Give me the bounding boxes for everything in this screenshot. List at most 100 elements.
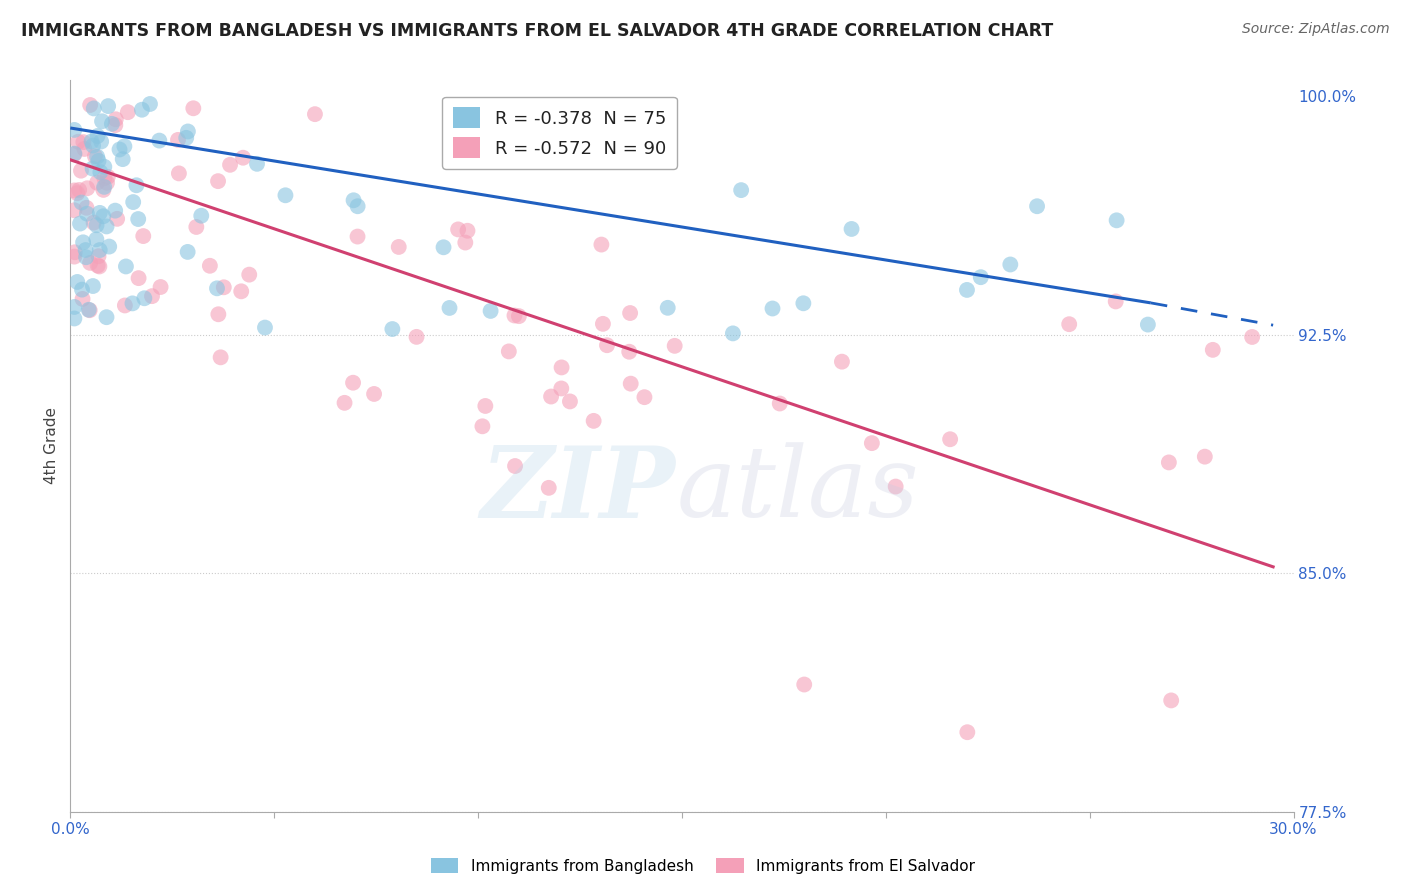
Point	[970, 270, 993, 285]
Point	[503, 309, 526, 323]
Text: Source: ZipAtlas.com: Source: ZipAtlas.com	[1241, 22, 1389, 37]
Point	[86, 232, 108, 246]
Point	[346, 199, 368, 213]
Point	[884, 479, 907, 493]
Point	[117, 105, 139, 120]
Point	[69, 217, 91, 231]
Point	[82, 138, 104, 153]
Point	[87, 249, 110, 263]
Point	[761, 301, 783, 316]
Point	[108, 143, 131, 157]
Point	[1160, 693, 1182, 707]
Point	[66, 186, 89, 201]
Point	[70, 163, 93, 178]
Point	[98, 239, 121, 253]
Legend: Immigrants from Bangladesh, Immigrants from El Salvador: Immigrants from Bangladesh, Immigrants f…	[425, 852, 981, 880]
Point	[167, 166, 190, 180]
Point	[381, 322, 404, 336]
Point	[131, 103, 153, 117]
Point	[342, 194, 364, 208]
Point	[274, 188, 297, 202]
Point	[83, 102, 105, 116]
Point	[73, 142, 96, 156]
Point	[93, 171, 115, 186]
Point	[1057, 317, 1080, 331]
Point	[1136, 318, 1159, 332]
Point	[82, 279, 104, 293]
Point	[127, 212, 149, 227]
Point	[231, 285, 253, 299]
Point	[346, 229, 368, 244]
Point	[956, 283, 979, 297]
Point	[342, 376, 364, 390]
Point	[186, 219, 208, 234]
Point	[207, 307, 229, 321]
Point	[479, 304, 502, 318]
Point	[558, 394, 581, 409]
Point	[212, 280, 235, 294]
Point	[96, 176, 118, 190]
Point	[793, 677, 815, 691]
Point	[209, 351, 232, 365]
Point	[97, 99, 120, 113]
Point	[537, 481, 560, 495]
Point	[1000, 258, 1022, 272]
Point	[582, 414, 605, 428]
Point	[67, 135, 90, 149]
Point	[75, 250, 97, 264]
Point	[831, 354, 853, 368]
Point	[550, 360, 572, 375]
Point	[114, 298, 136, 312]
Point	[93, 160, 115, 174]
Point	[101, 117, 124, 131]
Point	[63, 311, 86, 326]
Point	[111, 152, 134, 166]
Point	[232, 151, 254, 165]
Point	[86, 150, 108, 164]
Point	[174, 131, 197, 145]
Point	[198, 259, 221, 273]
Point	[75, 243, 97, 257]
Point	[633, 390, 655, 404]
Point	[219, 158, 242, 172]
Point	[471, 419, 494, 434]
Point	[246, 157, 269, 171]
Point	[66, 275, 89, 289]
Point	[84, 149, 107, 163]
Point	[89, 206, 111, 220]
Point	[79, 98, 101, 112]
Point	[63, 147, 86, 161]
Point	[83, 216, 105, 230]
Point	[550, 381, 572, 395]
Point	[63, 183, 86, 197]
Point	[86, 259, 108, 273]
Point	[79, 303, 101, 318]
Point	[508, 309, 530, 323]
Point	[304, 107, 326, 121]
Point	[132, 229, 155, 244]
Point	[79, 256, 101, 270]
Point	[1105, 213, 1128, 227]
Point	[90, 135, 112, 149]
Point	[76, 207, 98, 221]
Point	[388, 240, 411, 254]
Point	[91, 209, 114, 223]
Point	[89, 165, 111, 179]
Point	[67, 183, 90, 197]
Point	[63, 203, 86, 218]
Point	[439, 301, 461, 315]
Point	[105, 211, 128, 226]
Point	[619, 306, 641, 320]
Point	[148, 134, 170, 148]
Text: IMMIGRANTS FROM BANGLADESH VS IMMIGRANTS FROM EL SALVADOR 4TH GRADE CORRELATION : IMMIGRANTS FROM BANGLADESH VS IMMIGRANTS…	[21, 22, 1053, 40]
Point	[63, 300, 86, 314]
Point	[86, 128, 108, 143]
Point	[657, 301, 679, 315]
Point	[620, 376, 643, 391]
Point	[190, 209, 212, 223]
Point	[792, 296, 814, 310]
Point	[86, 176, 108, 190]
Point	[177, 124, 200, 138]
Point	[503, 458, 526, 473]
Point	[93, 180, 115, 194]
